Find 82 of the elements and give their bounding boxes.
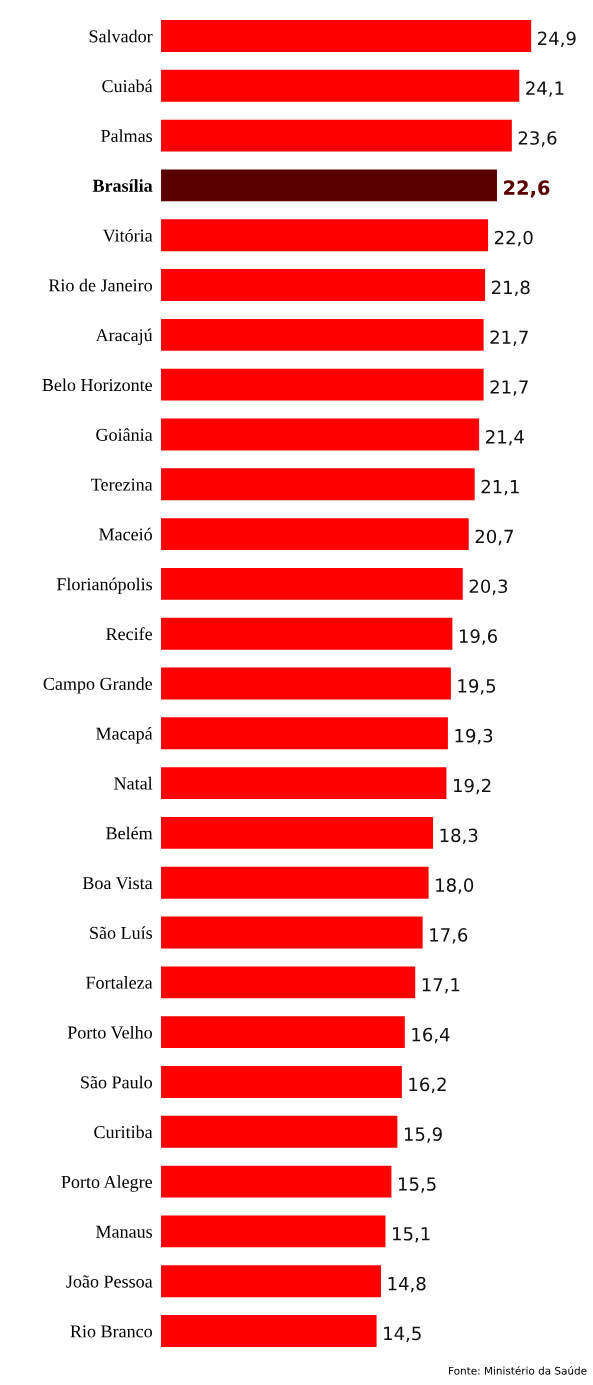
bar [161,617,453,650]
source-note: Fonte: Ministério da Saúde [449,1366,587,1375]
bar [161,1115,398,1148]
y-tick-label: Palmas [101,129,153,143]
y-tick-label: Rio Branco [70,1325,152,1338]
y-tick-label: Florianópolis [56,577,153,594]
bar [161,667,451,700]
data-label: 19,3 [455,728,493,745]
data-label: 21,1 [481,479,519,496]
bar [161,20,532,52]
bar [161,69,520,102]
bar [161,468,475,501]
y-tick-label: Cuiabá [102,79,153,93]
bar [161,1215,386,1248]
data-label: 21,8 [491,280,530,297]
bar [161,916,423,949]
data-label: 16,2 [409,1077,446,1094]
data-label: 16,4 [412,1027,450,1044]
y-tick-label: Fortaleza [86,976,153,989]
y-tick-label: Campo Grande [43,677,153,694]
bar [161,368,484,401]
data-label: 21,7 [490,380,528,396]
y-tick-label: Brasília [92,179,153,192]
data-label: 24,1 [526,81,564,97]
y-tick-label: Goiânia [96,428,153,441]
data-label: 14,5 [384,1326,421,1343]
y-tick-label: João Pessoa [66,1275,153,1288]
data-label: 17,6 [430,928,468,944]
bar [161,1016,405,1049]
data-label: 15,5 [398,1177,436,1193]
bar [161,318,484,351]
bar [161,1315,377,1347]
data-label: 19,5 [458,679,496,695]
y-tick-label: Maceió [99,527,152,541]
data-label: 22,0 [494,230,533,247]
y-tick-label: Manaus [96,1225,153,1238]
data-label: 21,4 [486,430,524,446]
y-tick-label: Boa Vista [82,877,153,890]
data-label: 18,3 [440,828,478,844]
data-label: 14,8 [388,1276,426,1293]
bar [161,1066,402,1098]
bar [161,567,463,600]
bar [161,1265,382,1298]
data-label: 19,6 [459,629,497,645]
data-label: 24,9 [538,31,576,48]
bar [161,418,480,451]
y-tick-label: Macapá [96,727,153,744]
bar [161,1165,392,1198]
data-label: 15,9 [404,1127,442,1143]
bar [161,518,469,551]
bar [161,219,489,252]
y-tick-label: São Paulo [81,1075,152,1089]
y-tick-label: Curitiba [94,1125,153,1139]
bar [161,119,512,152]
y-tick-label: Recife [106,627,153,641]
y-tick-label: Aracajú [95,328,153,345]
bar [161,717,448,750]
data-label: 19,2 [453,778,491,795]
bar [161,866,429,899]
y-tick-label: Belém [106,826,153,840]
bar [161,966,416,999]
y-tick-label: Natal [114,776,153,790]
data-label: 22,6 [504,180,550,198]
y-tick-label: Terezina [91,478,153,491]
y-tick-label: Vitória [102,228,153,242]
data-label: 17,1 [422,978,460,994]
bar [161,767,447,800]
data-label: 15,1 [393,1227,430,1243]
data-label: 23,6 [518,131,557,147]
bar [161,169,497,202]
data-label: 21,7 [490,330,528,346]
y-tick-label: São Luís [90,926,153,939]
y-tick-label: Belo Horizonte [42,378,153,392]
y-tick-label: Porto Velho [67,1025,152,1039]
y-tick-label: Salvador [89,29,153,43]
bar [161,816,434,849]
data-label: 20,7 [475,529,513,546]
y-tick-label: Rio de Janeiro [48,278,152,292]
bar [161,269,486,301]
data-label: 20,3 [469,579,508,595]
y-tick-label: Porto Alegre [61,1175,153,1192]
data-label: 18,0 [436,878,474,894]
